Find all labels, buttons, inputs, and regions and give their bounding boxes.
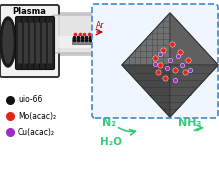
Polygon shape: [170, 65, 218, 117]
FancyBboxPatch shape: [36, 22, 40, 64]
FancyBboxPatch shape: [28, 16, 37, 70]
FancyBboxPatch shape: [39, 16, 48, 70]
Polygon shape: [122, 65, 170, 117]
FancyBboxPatch shape: [48, 22, 52, 64]
FancyBboxPatch shape: [34, 16, 42, 70]
Text: Plasma: Plasma: [12, 7, 46, 16]
FancyBboxPatch shape: [16, 16, 25, 70]
FancyBboxPatch shape: [49, 12, 219, 56]
Ellipse shape: [0, 17, 16, 67]
Text: H₂O: H₂O: [100, 137, 122, 147]
Text: NH₃: NH₃: [178, 118, 201, 128]
Text: Ar: Ar: [96, 20, 104, 29]
FancyBboxPatch shape: [21, 16, 30, 70]
Ellipse shape: [206, 16, 219, 52]
Bar: [128, 38, 150, 44]
FancyBboxPatch shape: [18, 22, 22, 64]
Text: N₂: N₂: [102, 118, 116, 128]
Text: Cu(acac)₂: Cu(acac)₂: [18, 128, 55, 136]
FancyBboxPatch shape: [50, 15, 219, 53]
FancyBboxPatch shape: [24, 22, 28, 64]
Bar: [72, 38, 94, 44]
FancyBboxPatch shape: [30, 22, 34, 64]
Ellipse shape: [3, 21, 13, 63]
Polygon shape: [170, 13, 218, 65]
FancyBboxPatch shape: [46, 16, 55, 70]
FancyBboxPatch shape: [42, 22, 46, 64]
FancyBboxPatch shape: [58, 36, 212, 48]
Ellipse shape: [212, 25, 218, 43]
FancyBboxPatch shape: [0, 5, 59, 77]
Ellipse shape: [209, 20, 219, 48]
Text: Mo(acac)₂: Mo(acac)₂: [18, 112, 56, 121]
Polygon shape: [122, 13, 170, 65]
FancyBboxPatch shape: [92, 4, 218, 118]
Polygon shape: [122, 13, 218, 117]
Text: uio-66: uio-66: [18, 95, 42, 105]
